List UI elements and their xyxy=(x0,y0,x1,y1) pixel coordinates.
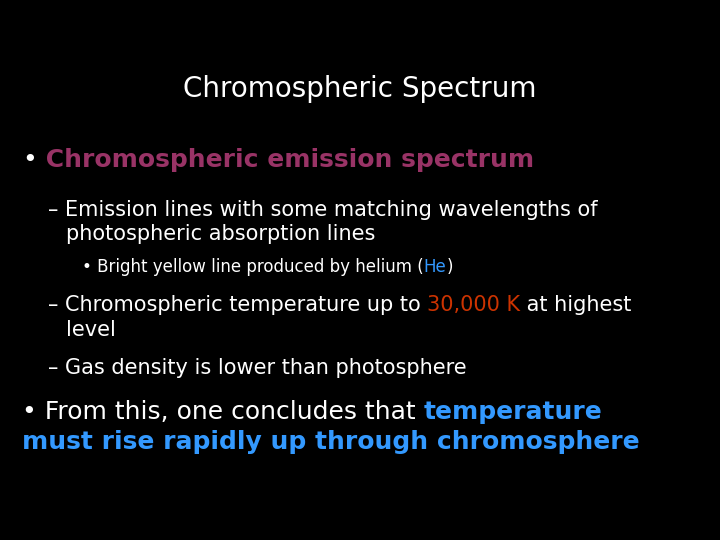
Text: level: level xyxy=(66,320,116,340)
Text: – Gas density is lower than photosphere: – Gas density is lower than photosphere xyxy=(48,358,467,378)
Text: 30,000 K: 30,000 K xyxy=(428,295,521,315)
Text: • Bright yellow line produced by helium (: • Bright yellow line produced by helium … xyxy=(82,258,423,276)
Text: must rise rapidly up through chromosphere: must rise rapidly up through chromospher… xyxy=(22,430,639,454)
Text: ): ) xyxy=(446,258,453,276)
Text: Chromospheric Spectrum: Chromospheric Spectrum xyxy=(184,75,536,103)
Text: He: He xyxy=(423,258,446,276)
Text: – Emission lines with some matching wavelengths of: – Emission lines with some matching wave… xyxy=(48,200,598,220)
Text: – Chromospheric temperature up to: – Chromospheric temperature up to xyxy=(48,295,428,315)
Text: at highest: at highest xyxy=(521,295,632,315)
Text: photospheric absorption lines: photospheric absorption lines xyxy=(66,224,375,244)
Text: temperature: temperature xyxy=(423,400,603,424)
Text: • From this, one concludes that: • From this, one concludes that xyxy=(22,400,423,424)
Text: •: • xyxy=(22,148,37,172)
Text: Chromospheric emission spectrum: Chromospheric emission spectrum xyxy=(37,148,534,172)
